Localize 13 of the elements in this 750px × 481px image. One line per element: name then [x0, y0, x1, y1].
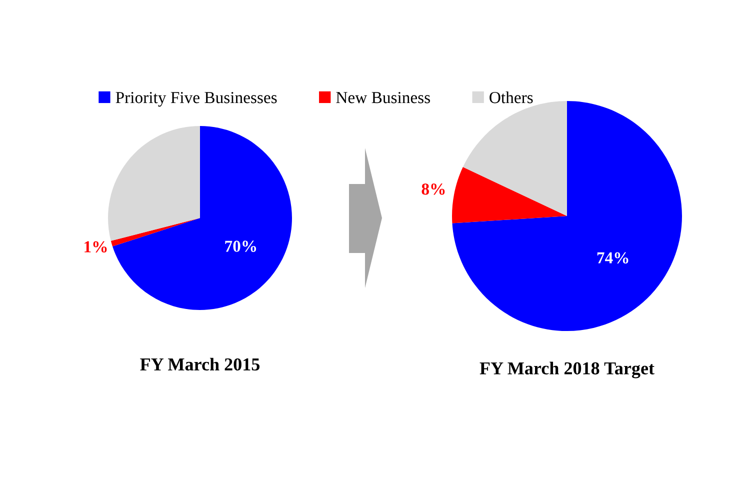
data-label: 8%: [422, 183, 445, 195]
pie-slice: [110, 218, 200, 246]
legend-label: Others: [490, 91, 533, 104]
legend-label: Priority Five Businesses: [116, 92, 277, 107]
data-label: 1%: [84, 241, 107, 253]
text: FY March 2018 Target: [480, 362, 654, 378]
legend-label: New Business: [336, 92, 430, 104]
data-label: 74%: [597, 252, 628, 264]
data-label: 70%: [225, 240, 256, 252]
pie-slice: [452, 167, 567, 224]
text: FY March 2015: [140, 358, 260, 371]
pie-slice: [112, 126, 292, 310]
pie-slice: [108, 126, 200, 241]
